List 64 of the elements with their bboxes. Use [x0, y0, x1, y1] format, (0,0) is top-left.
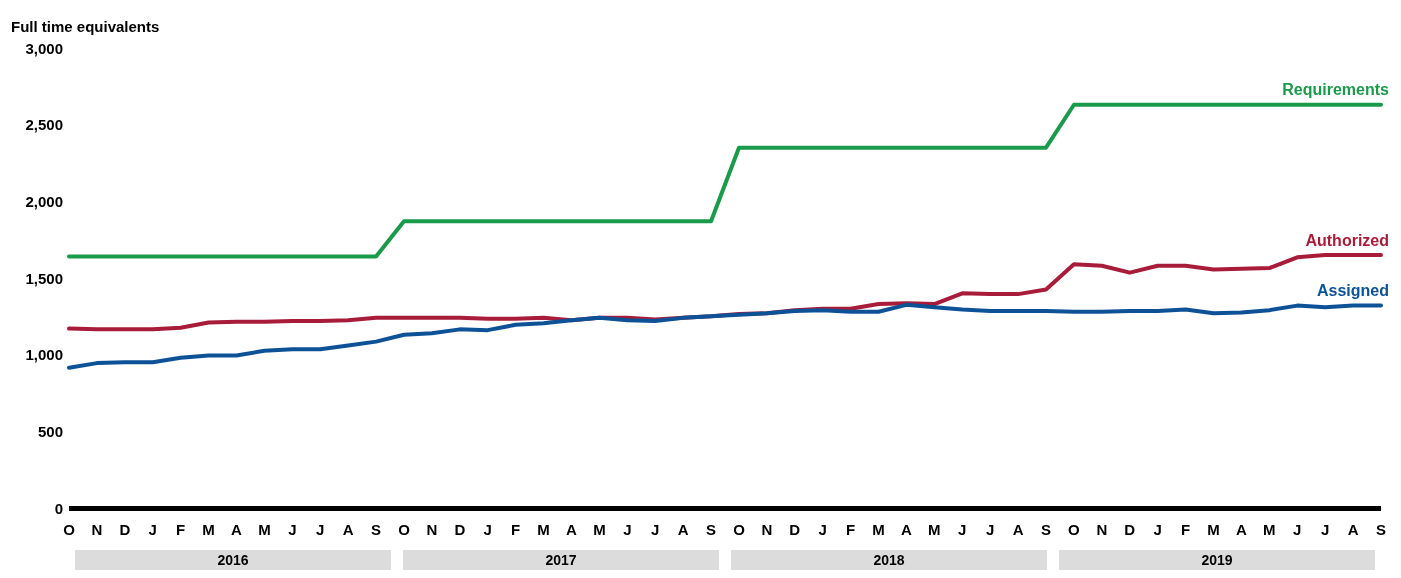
x-tick-label: F — [176, 521, 186, 538]
y-tick-label: 2,500 — [25, 116, 63, 134]
x-tick-label: M — [258, 521, 271, 538]
x-tick-label: N — [1096, 521, 1108, 538]
series-label: Requirements — [1282, 81, 1390, 99]
x-tick-label: J — [1321, 521, 1330, 538]
x-tick-label: D — [454, 521, 466, 538]
text: 2016 — [217, 552, 249, 568]
x-tick-label: A — [231, 521, 243, 538]
y-tick-label: 1,000 — [25, 346, 63, 364]
x-tick-label: N — [426, 521, 438, 538]
x-tick-label: O — [63, 521, 76, 538]
x-tick-label: A — [1347, 521, 1359, 538]
x-tick-label: J — [483, 521, 492, 538]
x-tick-label: J — [986, 521, 995, 538]
x-tick-label: M — [928, 521, 941, 538]
text: 2017 — [545, 552, 577, 568]
text: 2019 — [1201, 552, 1233, 568]
x-tick-label: J — [1293, 521, 1302, 538]
x-tick-label: A — [342, 521, 354, 538]
x-tick-label: S — [706, 521, 717, 538]
text: 2018 — [873, 552, 905, 568]
x-tick-label: J — [651, 521, 660, 538]
series-label: Assigned — [1316, 282, 1389, 300]
x-tick-label: M — [872, 521, 885, 538]
x-tick-label: A — [1012, 521, 1024, 538]
x-tick-label: J — [958, 521, 967, 538]
x-tick-label: M — [1263, 521, 1276, 538]
x-tick-label: D — [119, 521, 131, 538]
x-tick-label: A — [901, 521, 913, 538]
x-tick-label: F — [846, 521, 856, 538]
x-tick-label: S — [1041, 521, 1052, 538]
series-label: Authorized — [1305, 231, 1389, 249]
x-tick-label: F — [511, 521, 521, 538]
x-tick-label: J — [1153, 521, 1162, 538]
y-tick-label: 500 — [37, 422, 63, 440]
x-tick-label: D — [789, 521, 801, 538]
x-tick-label: J — [316, 521, 325, 538]
x-tick-label: M — [1207, 521, 1220, 538]
y-tick-label: 1,500 — [25, 269, 63, 287]
x-tick-label: N — [91, 521, 103, 538]
y-axis-title: Full time equivalents — [11, 18, 160, 35]
x-tick-label: A — [677, 521, 689, 538]
x-tick-label: O — [733, 521, 746, 538]
x-tick-label: S — [1375, 521, 1387, 538]
y-tick-label: 2,000 — [25, 192, 63, 210]
y-tick-label: 0 — [54, 499, 63, 517]
y-tick-label: 3,000 — [25, 39, 63, 57]
line-series — [67, 302, 1383, 370]
x-tick-label: A — [1236, 521, 1247, 538]
x-tick-label: A — [566, 521, 578, 538]
x-tick-label: F — [1181, 521, 1191, 538]
x-tick-label: J — [623, 521, 632, 538]
x-tick-label: S — [371, 521, 382, 538]
x-tick-label: O — [1068, 521, 1081, 538]
x-tick-label: J — [818, 521, 827, 538]
x-tick-label: D — [1124, 521, 1136, 538]
x-tick-label: M — [593, 521, 606, 538]
x-tick-label: J — [288, 521, 297, 538]
x-tick-label: J — [148, 521, 157, 538]
x-tick-label: M — [537, 521, 550, 538]
x-tick-label: N — [761, 521, 773, 538]
x-tick-label: O — [398, 521, 411, 538]
x-tick-label: M — [202, 521, 215, 538]
